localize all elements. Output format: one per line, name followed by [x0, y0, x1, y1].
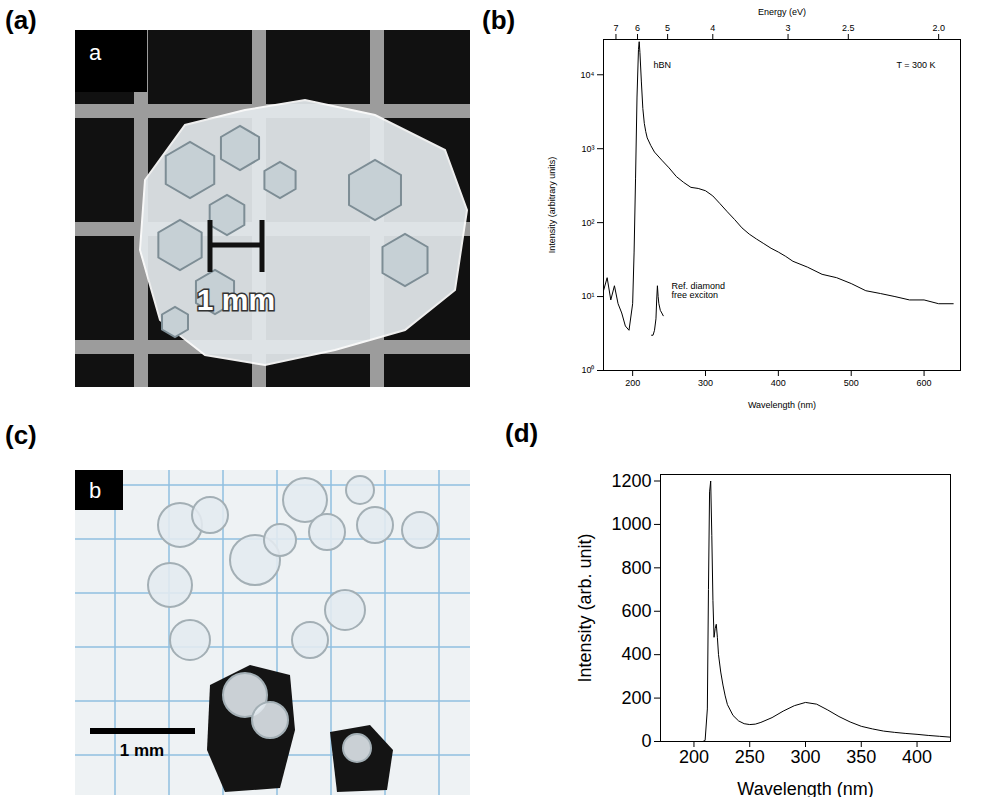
svg-text:1200: 1200	[611, 471, 651, 491]
svg-text:1 mm: 1 mm	[120, 741, 164, 760]
svg-text:200: 200	[625, 378, 640, 388]
html-text:(b): (b)	[482, 5, 516, 35]
svg-text:400: 400	[902, 747, 932, 767]
svg-text:400: 400	[771, 378, 786, 388]
svg-text:0: 0	[641, 731, 651, 751]
svg-text:250: 250	[735, 747, 765, 767]
svg-text:10¹: 10¹	[581, 291, 594, 301]
svg-text:600: 600	[621, 601, 651, 621]
svg-text:T = 300 K: T = 300 K	[896, 60, 935, 70]
svg-text:10⁴: 10⁴	[581, 70, 595, 80]
svg-text:600: 600	[917, 378, 932, 388]
html-text:(d): (d)	[505, 418, 539, 448]
svg-text:400: 400	[621, 644, 651, 664]
svg-text:300: 300	[790, 747, 820, 767]
svg-text:350: 350	[846, 747, 876, 767]
svg-text:Wavelength (nm): Wavelength (nm)	[737, 779, 873, 798]
svg-text:300: 300	[698, 378, 713, 388]
svg-text:200: 200	[621, 688, 651, 708]
svg-text:hBN: hBN	[654, 60, 672, 70]
svg-text:Wavelength (nm): Wavelength (nm)	[748, 400, 816, 410]
svg-text:1000: 1000	[611, 514, 651, 534]
svg-text:200: 200	[679, 747, 709, 767]
svg-text:Intensity (arb. unit): Intensity (arb. unit)	[575, 533, 595, 682]
svg-text:3: 3	[786, 23, 791, 33]
svg-text:500: 500	[844, 378, 859, 388]
svg-text:Intensity (arbitrary units): Intensity (arbitrary units)	[547, 157, 557, 254]
svg-text:1 mm: 1 mm	[197, 283, 275, 316]
svg-text:a: a	[89, 40, 102, 65]
svg-text:10²: 10²	[581, 218, 594, 228]
html-text:(c): (c)	[5, 420, 37, 450]
svg-text:4: 4	[710, 23, 715, 33]
svg-text:10³: 10³	[581, 144, 594, 154]
svg-text:2.5: 2.5	[842, 23, 855, 33]
svg-text:b: b	[89, 478, 101, 503]
svg-text:6: 6	[635, 23, 640, 33]
svg-text:800: 800	[621, 558, 651, 578]
html-text:(a): (a)	[5, 5, 37, 35]
svg-text:2.0: 2.0	[932, 23, 945, 33]
svg-text:Ref. diamondfree exciton: Ref. diamondfree exciton	[672, 281, 726, 300]
svg-text:7: 7	[613, 23, 618, 33]
svg-text:5: 5	[665, 23, 670, 33]
svg-text:10⁰: 10⁰	[581, 365, 594, 375]
svg-text:Energy (eV): Energy (eV)	[758, 7, 806, 17]
